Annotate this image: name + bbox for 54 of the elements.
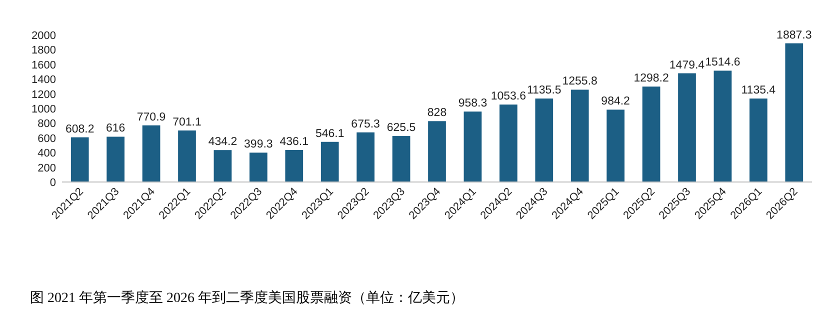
- bar: [785, 43, 804, 182]
- bar: [535, 98, 554, 182]
- data-label: 1514.6: [705, 56, 740, 69]
- y-tick-label: 600: [38, 132, 56, 145]
- data-label: 1887.3: [776, 29, 812, 42]
- caption: 图 2021 年第一季度至 2026 年到二季度美国股票融资（单位：亿美元）: [30, 290, 464, 306]
- data-label: 1479.4: [669, 59, 706, 72]
- y-tick-label: 1600: [32, 59, 56, 72]
- data-label: 1135.5: [526, 84, 562, 97]
- bar: [106, 136, 124, 182]
- bar: [214, 150, 232, 182]
- y-tick-label: 400: [38, 148, 56, 160]
- bar: [356, 132, 374, 182]
- bar: [142, 125, 160, 182]
- data-label: 770.9: [136, 111, 166, 124]
- bar: [250, 152, 268, 182]
- data-label: 399.3: [244, 138, 273, 151]
- y-tick-label: 1000: [32, 104, 56, 116]
- data-label: 1255.8: [562, 76, 598, 88]
- data-label: 958.3: [458, 98, 488, 110]
- data-label: 1298.2: [634, 72, 669, 85]
- bar: [714, 70, 732, 182]
- bar: [285, 150, 304, 182]
- y-tick-label: 200: [38, 162, 56, 174]
- bar: [178, 130, 196, 182]
- bar: [320, 142, 339, 182]
- data-label: 625.5: [386, 122, 416, 134]
- bar: [750, 98, 768, 182]
- bar: [428, 121, 446, 182]
- data-label: 436.1: [280, 136, 309, 148]
- data-label: 608.2: [65, 123, 94, 136]
- data-label: 1135.4: [741, 84, 776, 97]
- y-tick-label: 800: [38, 118, 56, 130]
- bar: [606, 110, 624, 182]
- bar: [500, 104, 518, 182]
- y-tick-label: 1400: [32, 74, 56, 86]
- data-label: 616: [106, 122, 126, 135]
- bar: [392, 136, 410, 182]
- data-label: 701.1: [172, 116, 202, 128]
- data-label: 828: [427, 107, 447, 120]
- data-label: 434.2: [208, 136, 238, 148]
- bar: [464, 112, 482, 182]
- y-tick-label: 1800: [32, 44, 56, 57]
- bar: [642, 86, 660, 182]
- bar: [70, 137, 89, 182]
- y-tick-label: 0: [50, 177, 56, 189]
- data-label: 546.1: [315, 128, 344, 140]
- bar: [570, 90, 589, 182]
- data-label: 675.3: [351, 118, 380, 130]
- data-label: 1053.6: [490, 90, 526, 103]
- data-label: 984.2: [601, 96, 630, 108]
- y-tick-label: 1200: [32, 88, 56, 101]
- bar: [678, 73, 696, 182]
- y-tick-label: 2000: [32, 30, 56, 42]
